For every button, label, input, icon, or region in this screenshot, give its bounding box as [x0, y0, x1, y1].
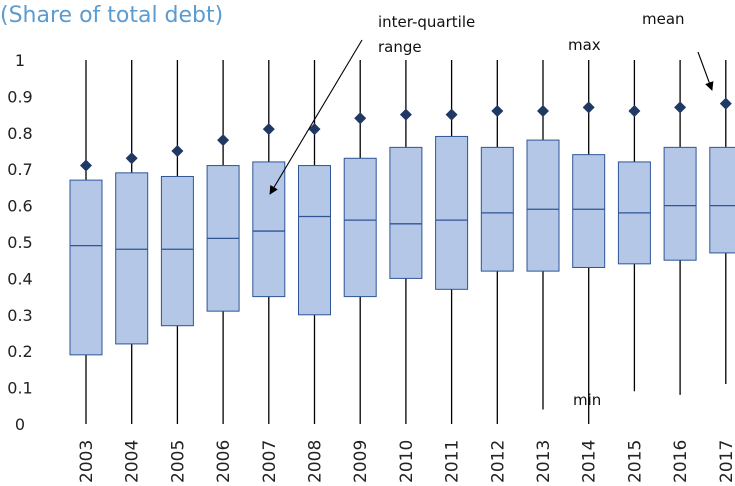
- mean-marker: [719, 97, 732, 110]
- y-tick-label: 1: [15, 51, 25, 70]
- mean-marker: [125, 152, 138, 165]
- annotation-iqr-arrow: [269, 39, 363, 195]
- box-2004: [115, 60, 149, 424]
- mean-marker: [537, 104, 549, 117]
- box-2006: [206, 60, 240, 424]
- x-tick-label: 2009: [351, 440, 371, 483]
- mean-marker: [445, 108, 458, 121]
- mean-marker: [491, 104, 504, 117]
- box-2003: [69, 60, 103, 424]
- y-tick-label: 0.7: [7, 160, 32, 179]
- box-2011: [435, 60, 469, 424]
- mean-marker: [582, 101, 595, 114]
- x-tick-label: 2005: [168, 440, 188, 483]
- mean-marker: [171, 145, 184, 157]
- iqr-box: [69, 179, 103, 356]
- box-2009: [343, 60, 377, 424]
- y-tick-label: 0.5: [7, 233, 32, 252]
- iqr-box: [298, 165, 331, 316]
- box-2015: [617, 60, 651, 392]
- x-tick-label: 2007: [260, 440, 280, 483]
- box-series: [69, 60, 735, 424]
- box-2007: [252, 60, 286, 424]
- annotation-iqr-label: inter-quartile: [378, 13, 475, 31]
- x-tick-label: 2017: [717, 440, 735, 483]
- iqr-box: [663, 146, 697, 261]
- x-tick-label: 2012: [488, 440, 508, 483]
- x-tick-label: 2011: [443, 440, 463, 483]
- iqr-box: [572, 154, 606, 268]
- annotation-mean-arrow: [697, 51, 714, 91]
- x-tick-label: 2016: [671, 440, 691, 483]
- y-tick-label: 0.2: [7, 342, 32, 361]
- x-tick-label: 2015: [625, 440, 645, 483]
- box-2005: [160, 60, 194, 424]
- annotation-iqr-label-2: range: [378, 38, 422, 56]
- x-tick-label: 2010: [397, 440, 417, 483]
- iqr-box: [389, 146, 423, 279]
- iqr-box: [160, 175, 194, 327]
- x-axis: 2003 2004 2005 2006 2007 2008 2009 2010 2011 2012…: [77, 440, 735, 483]
- y-tick-label: 0.1: [7, 379, 32, 398]
- box-2013: [526, 60, 560, 410]
- y-axis: 0 0.1 0.2 0.3 0.4 0.5 0.6 0.7 0.8 0.9 1: [7, 51, 32, 434]
- y-tick-label: 0.4: [7, 269, 32, 288]
- x-tick-label: 2013: [534, 440, 554, 483]
- mean-marker: [80, 159, 92, 172]
- y-tick-label: 0.6: [7, 197, 32, 216]
- mean-marker: [262, 123, 275, 136]
- mean-marker: [308, 123, 321, 136]
- annotations: inter-quartile range max min mean: [269, 10, 714, 409]
- y-tick-label: 0: [15, 415, 25, 434]
- mean-marker: [674, 101, 687, 114]
- y-tick-label: 0.3: [7, 306, 32, 325]
- x-tick-label: 2003: [77, 440, 97, 483]
- x-tick-label: 2014: [580, 440, 600, 483]
- iqr-box: [252, 161, 286, 298]
- annotation-max-label: max: [568, 36, 601, 54]
- box-2016: [663, 60, 697, 395]
- iqr-box: [480, 146, 514, 272]
- x-tick-label: 2006: [214, 440, 234, 483]
- iqr-box: [115, 172, 149, 345]
- box-2014: [572, 60, 606, 424]
- iqr-box: [435, 135, 469, 290]
- iqr-box: [709, 146, 735, 254]
- annotation-min-label: min: [573, 391, 601, 409]
- x-tick-label: 2004: [123, 440, 143, 483]
- x-tick-label: 2008: [306, 440, 326, 483]
- box-2008: [298, 60, 331, 424]
- box-2017: [709, 60, 735, 384]
- mean-marker: [628, 104, 641, 117]
- mean-marker: [354, 112, 367, 125]
- iqr-box: [343, 157, 377, 298]
- y-tick-label: 0.8: [7, 124, 32, 143]
- y-tick-label: 0.9: [7, 87, 32, 106]
- mean-marker: [217, 134, 230, 147]
- box-2010: [389, 60, 423, 424]
- iqr-box: [526, 139, 560, 272]
- box-2012: [480, 60, 514, 424]
- annotation-mean-label: mean: [642, 10, 685, 28]
- mean-marker: [399, 108, 412, 121]
- chart-title: (Share of total debt): [0, 3, 224, 28]
